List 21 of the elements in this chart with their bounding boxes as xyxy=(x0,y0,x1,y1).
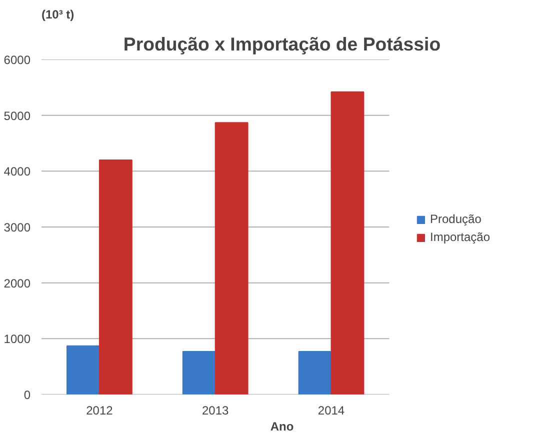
y-tick-label: 1000 xyxy=(4,332,31,346)
x-tick-label: 2013 xyxy=(202,404,230,418)
x-tick-label: 2012 xyxy=(86,404,114,418)
bar xyxy=(182,351,216,394)
y-tick-label: 2000 xyxy=(4,276,31,290)
bar xyxy=(214,122,248,394)
y-tick-label: 0 xyxy=(24,388,31,402)
y-axis-title: (10³ t) xyxy=(42,8,74,22)
bar xyxy=(330,91,364,394)
y-tick-label: 4000 xyxy=(4,164,31,179)
bar xyxy=(98,160,132,394)
x-axis-title: Ano xyxy=(270,420,294,434)
x-tick-label: 2014 xyxy=(318,404,345,418)
y-tick-label: 3000 xyxy=(4,220,31,234)
legend-label: Importação xyxy=(430,230,490,244)
legend-label: Produção xyxy=(430,212,482,226)
y-tick-label: 6000 xyxy=(4,53,31,67)
bar xyxy=(298,351,332,394)
chart-title: Produção x Importação de Potássio xyxy=(123,34,441,54)
y-tick-label: 5000 xyxy=(4,108,31,123)
bar xyxy=(66,345,100,394)
